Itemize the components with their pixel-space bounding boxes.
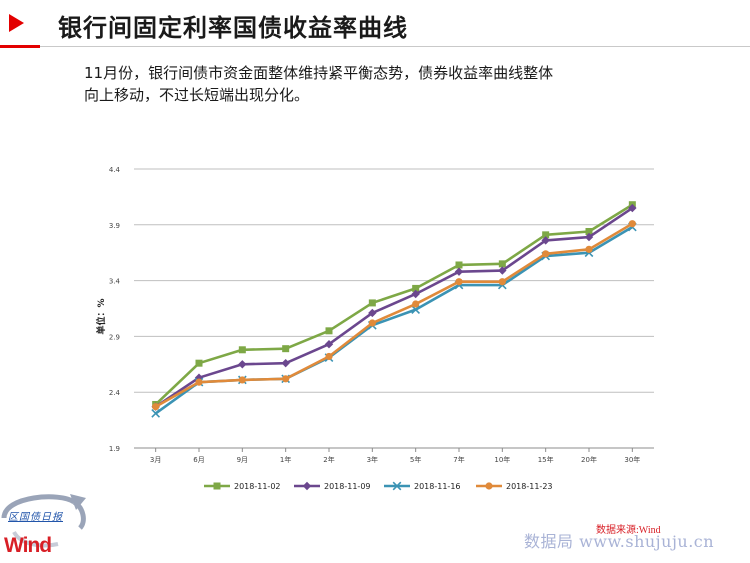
data-point-2018-11-16 xyxy=(151,409,161,418)
data-point-2018-11-09 xyxy=(411,289,420,299)
title-bar: 银行间固定利率国债收益率曲线 xyxy=(0,0,750,48)
data-point-2018-11-02 xyxy=(195,359,203,367)
data-point-2018-11-09 xyxy=(541,236,550,245)
data-point-2018-11-23 xyxy=(498,278,506,286)
series-line-2018-11-02 xyxy=(154,203,634,406)
wind-logo-text: Wind xyxy=(4,534,52,557)
data-point-2018-11-02 xyxy=(412,284,420,292)
x-tick-label: 3月 xyxy=(150,456,161,464)
data-point-2018-11-02 xyxy=(542,231,550,239)
series-line-2018-11-23 xyxy=(155,222,633,408)
data-point-2018-11-02 xyxy=(238,346,246,354)
summary-text: 11月份，银行间债市资金面整体维持紧平衡态势，债券收益率曲线整体 向上移动，不过… xyxy=(84,62,684,106)
summary-line-1: 11月份，银行间债市资金面整体维持紧平衡态势，债券收益率曲线整体 xyxy=(84,64,554,82)
title-accent-bar xyxy=(0,45,40,48)
data-point-2018-11-09 xyxy=(498,266,507,275)
data-point-2018-11-02 xyxy=(368,299,376,307)
page-title: 银行间固定利率国债收益率曲线 xyxy=(58,14,408,42)
data-point-2018-11-23 xyxy=(412,300,420,308)
data-point-2018-11-02 xyxy=(455,261,463,269)
x-tick-label: 6月 xyxy=(193,456,204,464)
y-tick-label: 1.9 xyxy=(109,445,120,453)
data-point-2018-11-23 xyxy=(195,378,203,386)
y-tick-label: 2.4 xyxy=(109,389,121,397)
data-point-2018-11-02 xyxy=(498,260,506,268)
data-point-2018-11-09 xyxy=(238,360,247,369)
x-tick-label: 5年 xyxy=(410,455,421,464)
series-line-2018-11-09 xyxy=(154,206,634,408)
title-arrow-icon xyxy=(9,14,24,32)
y-tick-label: 4.4 xyxy=(109,166,121,174)
data-point-2018-11-23 xyxy=(325,352,333,361)
data-point-2018-11-02 xyxy=(282,345,290,353)
data-point-2018-11-23 xyxy=(585,245,593,253)
data-source-label: 数据来源:Wind xyxy=(596,525,661,536)
legend-label: 2018-11-23 xyxy=(506,482,553,491)
data-point-2018-11-09 xyxy=(628,203,637,213)
data-point-2018-11-16 xyxy=(411,305,421,314)
y-tick-label: 2.9 xyxy=(109,333,120,341)
data-point-2018-11-23 xyxy=(238,376,246,384)
data-point-2018-11-09 xyxy=(194,373,204,382)
data-point-2018-11-23 xyxy=(368,319,376,327)
wind-logo-icon xyxy=(1,494,86,548)
series-line-2018-11-16 xyxy=(154,225,633,415)
x-tick-label: 10年 xyxy=(494,455,510,464)
x-tick-label: 7年 xyxy=(453,455,464,464)
data-point-2018-11-09 xyxy=(368,308,377,318)
y-tick-label: 3.4 xyxy=(109,278,121,286)
legend-label: 2018-11-09 xyxy=(324,482,371,491)
summary-line-2: 向上移动，不过长短端出现分化。 xyxy=(84,86,310,104)
x-tick-label: 3年 xyxy=(367,455,378,464)
legend-marker xyxy=(392,481,402,491)
y-axis-label: 单位：% xyxy=(95,298,107,334)
data-point-2018-11-23 xyxy=(282,375,290,383)
x-tick-label: 20年 xyxy=(581,455,597,464)
x-tick-label: 9月 xyxy=(237,456,248,464)
legend-label: 2018-11-02 xyxy=(234,482,281,491)
x-tick-label: 30年 xyxy=(624,455,640,464)
title-divider xyxy=(0,46,750,47)
x-tick-label: 2年 xyxy=(323,455,334,464)
y-tick-label: 3.9 xyxy=(109,222,120,230)
x-tick-label: 15年 xyxy=(538,455,554,464)
data-point-2018-11-02 xyxy=(325,327,333,335)
data-point-2018-11-23 xyxy=(152,403,160,411)
x-tick-label: 1年 xyxy=(280,455,291,464)
data-point-2018-11-02 xyxy=(585,227,593,235)
data-point-2018-11-09 xyxy=(281,358,290,368)
data-point-2018-11-09 xyxy=(584,232,594,242)
legend-marker xyxy=(213,482,221,490)
data-point-2018-11-09 xyxy=(454,267,464,276)
watermark-text: 数据局 www.shujuju.cn xyxy=(524,532,715,551)
legend-marker xyxy=(485,482,493,490)
legend-label: 2018-11-16 xyxy=(414,482,461,491)
data-point-2018-11-23 xyxy=(628,220,636,228)
legend-marker xyxy=(302,481,312,491)
data-point-2018-11-09 xyxy=(324,340,334,349)
logo-caption: 区国债日报 xyxy=(8,512,63,523)
data-point-2018-11-23 xyxy=(542,250,550,258)
data-point-2018-11-23 xyxy=(455,278,463,286)
